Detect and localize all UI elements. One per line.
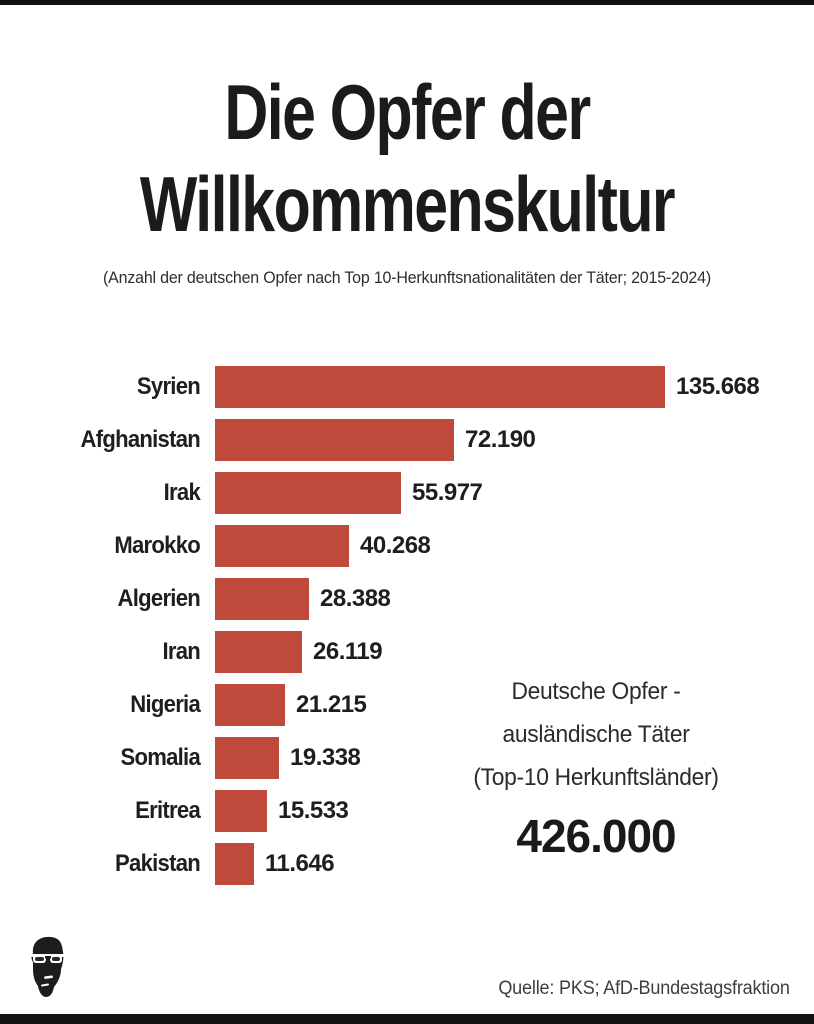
bar [215, 578, 309, 620]
bar [215, 790, 267, 832]
bar [215, 419, 454, 461]
page-title-line1: Die Opfer der [224, 68, 591, 156]
bar-value-label: 28.388 [320, 585, 391, 612]
bar-category-label: Afghanistan [80, 426, 201, 453]
top-border-bar [0, 0, 814, 5]
bar-row: Pakistan 11.646 [0, 843, 814, 885]
bar-row: Iran 26.119 [0, 631, 814, 673]
chart-subtitle: (Anzahl der deutschen Opfer nach Top 10-… [103, 268, 711, 287]
bar-category-label: Eritrea [135, 797, 201, 824]
annotation-line-3: (Top-10 Herkunftsländer) [473, 764, 719, 791]
source-credit: Quelle: PKS; AfD-Bundestagsfraktion [498, 978, 791, 999]
bar [215, 737, 279, 779]
bar [215, 843, 254, 885]
bar-row: Afghanistan 72.190 [0, 419, 814, 461]
bar-category-label: Nigeria [130, 691, 200, 718]
bar-row: Irak 55.977 [0, 472, 814, 514]
bar-row: Marokko 40.268 [0, 525, 814, 567]
bar-row: Nigeria 21.215 [0, 684, 814, 726]
annotation-line-2: ausländische Täter [502, 721, 690, 748]
bar-row: Eritrea 15.533 [0, 790, 814, 832]
bar-category-label: Marokko [114, 532, 200, 559]
annotation-line-1: Deutsche Opfer - [511, 678, 681, 705]
bar-value-label: 11.646 [265, 850, 335, 877]
page-title-line2: Willkommenskultur [139, 160, 676, 248]
bar-row: Algerien 28.388 [0, 578, 814, 620]
bar [215, 631, 302, 673]
bar-category-label: Pakistan [115, 850, 201, 877]
bar-value-label: 55.977 [412, 479, 483, 506]
bar [215, 366, 665, 408]
head-with-sunglasses-logo-icon [26, 936, 72, 998]
bar [215, 472, 401, 514]
bar-value-label: 19.338 [290, 744, 361, 771]
bottom-border-bar [0, 1014, 814, 1024]
page-title: Die Opfer der Willkommenskultur [90, 66, 725, 250]
bar-value-label: 40.268 [360, 532, 431, 559]
bar-value-label: 26.119 [313, 638, 383, 665]
bar-row: Syrien 135.668 [0, 366, 814, 408]
bar-category-label: Algerien [117, 585, 201, 612]
bar-value-label: 72.190 [465, 426, 536, 453]
bar-value-label: 21.215 [296, 691, 367, 718]
summary-annotation: Deutsche Opfer - ausländische Täter (Top… [420, 670, 772, 863]
bar-value-label: 15.533 [278, 797, 349, 824]
bar [215, 525, 349, 567]
bar-category-label: Somalia [120, 744, 200, 771]
total-victims-value: 426.000 [516, 810, 676, 862]
bar-chart: Syrien 135.668 Afghanistan 72.190 Irak 55.977… [0, 366, 814, 896]
bar [215, 684, 285, 726]
bar-row: Somalia 19.338 [0, 737, 814, 779]
bar-category-label: Irak [163, 479, 201, 506]
bar-category-label: Iran [162, 638, 200, 665]
bar-value-label: 135.668 [676, 373, 760, 400]
bar-category-label: Syrien [136, 373, 201, 400]
